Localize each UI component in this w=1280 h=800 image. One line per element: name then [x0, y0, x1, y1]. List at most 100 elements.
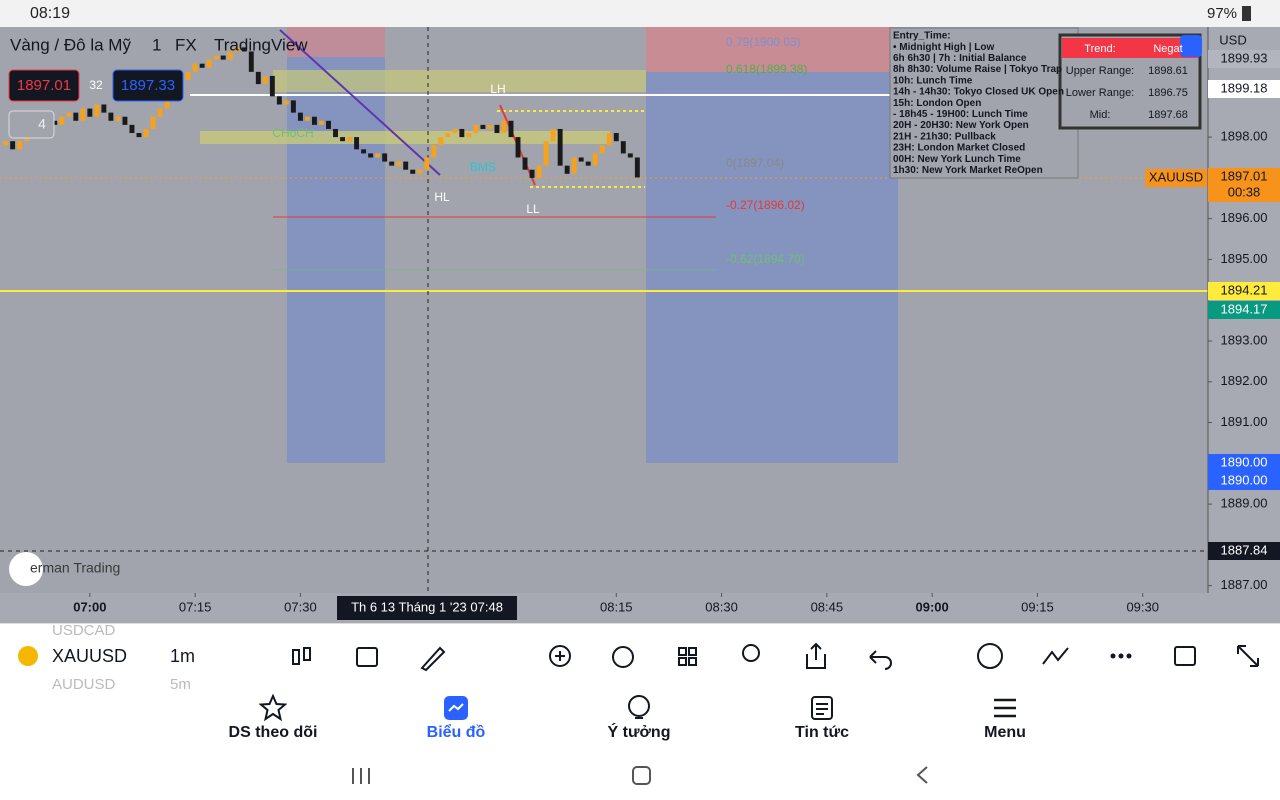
- annotation: LL: [526, 202, 540, 216]
- price-label: 1899.18: [1221, 80, 1268, 95]
- candle-body: [627, 153, 633, 158]
- y-tick-label: 1898.00: [1221, 129, 1268, 144]
- y-tick-label: 1892.00: [1221, 373, 1268, 388]
- session-info: 14h - 14h30: Tokyo Closed UK Open: [893, 87, 1064, 98]
- x-tick-label: 07:30: [284, 599, 317, 614]
- x-tick-label: 09:15: [1021, 599, 1054, 614]
- price-label: 1894.17: [1221, 301, 1268, 316]
- candle-body: [248, 51, 254, 72]
- candle-body: [634, 157, 640, 178]
- nav-icon: [994, 698, 1016, 718]
- price-label: 1894.21: [1221, 282, 1268, 297]
- candle-body: [312, 116, 317, 125]
- candle-body: [52, 120, 58, 125]
- candle-body: [606, 133, 612, 146]
- recent-apps[interactable]: [352, 768, 370, 784]
- price-label-box: [1208, 282, 1280, 300]
- price-label-box: [1208, 542, 1280, 560]
- chart-type-icon[interactable]: [292, 649, 300, 665]
- nav-label: Menu: [984, 724, 1026, 741]
- candle-body: [459, 128, 465, 138]
- session-info: 20H - 20H30: New York Open: [893, 120, 1029, 131]
- candle-body: [199, 63, 205, 68]
- nav-news[interactable]: Tin tức: [722, 688, 922, 760]
- price-label-box: [1208, 454, 1280, 472]
- candle-body: [59, 116, 65, 125]
- current-symbol[interactable]: XAUUSD 1m: [52, 646, 252, 667]
- candle-body: [297, 112, 303, 121]
- undo-icon[interactable]: [869, 650, 892, 670]
- add-icon[interactable]: [549, 645, 571, 667]
- back[interactable]: [916, 766, 928, 784]
- price-label: 1890.00: [1221, 472, 1268, 487]
- symbol-name: USDCAD: [52, 624, 116, 637]
- candle-body: [494, 124, 500, 134]
- candle-body: [571, 157, 577, 174]
- candle-body: [333, 128, 338, 138]
- trend-header: [1062, 38, 1198, 58]
- price-label-box: [1145, 169, 1207, 187]
- nav-menu[interactable]: Menu: [905, 688, 1105, 760]
- symbol-name: XAUUSD: [52, 646, 128, 666]
- nav-icon: [444, 696, 468, 720]
- share-icon[interactable]: [806, 642, 826, 669]
- symbol: Vàng / Đô la Mỹ: [10, 35, 131, 54]
- indicators-toggle[interactable]: [8, 110, 55, 139]
- sell-button[interactable]: [8, 69, 80, 102]
- home[interactable]: [632, 766, 651, 785]
- nav-ideas[interactable]: Ý tưởng: [539, 688, 739, 760]
- candle-body: [304, 116, 310, 121]
- price-label: 1890.00: [1221, 454, 1268, 469]
- trend-cell: Lower Range:: [1066, 87, 1135, 99]
- nav-label: Ý tưởng: [607, 724, 671, 741]
- candle-body: [227, 51, 233, 60]
- candle-body: [480, 124, 486, 129]
- crosshair-time: Th 6 13 Tháng 1 '23 07:48: [351, 599, 503, 614]
- spread: 32: [89, 78, 103, 92]
- candle-body: [150, 116, 156, 129]
- expand-icon[interactable]: [1237, 645, 1259, 667]
- alert-icon[interactable]: [612, 646, 634, 668]
- chart-screen: 08:19 97% Vàng / Đô la Mỹ 1 FX TradingVi…: [0, 0, 1280, 623]
- candle-body: [550, 128, 556, 142]
- battery-icon: [1242, 6, 1251, 21]
- session-info: Entry_Time:: [893, 31, 951, 42]
- candle-body: [283, 100, 289, 105]
- ideas-icon[interactable]: [742, 644, 760, 662]
- x-tick-label: 08:15: [600, 599, 633, 614]
- interval: 1: [152, 35, 161, 54]
- chart-type-icon[interactable]: [303, 647, 311, 661]
- layout-icon[interactable]: [1174, 646, 1196, 666]
- candle-body: [129, 124, 135, 134]
- session-box: [287, 27, 385, 463]
- fib-label: 0(1897.04): [726, 156, 784, 170]
- info-icon[interactable]: [977, 643, 1003, 669]
- x-tick-label: 08:30: [705, 599, 738, 614]
- buy-button[interactable]: [112, 69, 184, 102]
- y-tick-label: 1896.00: [1221, 210, 1268, 225]
- annotation: LH: [490, 82, 505, 96]
- candle-body: [17, 141, 23, 150]
- replay-icon[interactable]: [356, 647, 378, 667]
- draw-icon[interactable]: [420, 646, 446, 672]
- trend-cell: 1898.61: [1148, 65, 1188, 77]
- candle-body: [94, 104, 100, 117]
- time-axis: [0, 593, 1280, 623]
- trend-cell: Negat: [1153, 43, 1182, 55]
- trend-cell: 1897.68: [1148, 109, 1188, 121]
- candle-body: [564, 165, 570, 174]
- price-label-box: [1208, 184, 1280, 202]
- candle-body: [403, 161, 409, 170]
- trend-cell: 1896.75: [1148, 87, 1188, 99]
- nav-chart[interactable]: Biểu đồ: [356, 688, 556, 760]
- compare-icon[interactable]: [1042, 647, 1069, 665]
- nav-watchlist[interactable]: DS theo dõi: [173, 688, 373, 760]
- fullscreen-button[interactable]: [1180, 35, 1202, 57]
- candle-body: [290, 100, 296, 113]
- nav-label: Biểu đồ: [426, 724, 486, 741]
- candle-body: [445, 133, 451, 138]
- candle-body: [368, 153, 374, 158]
- candle-body: [592, 153, 598, 166]
- price-label: 00:38: [1228, 184, 1261, 199]
- candle-body: [143, 128, 149, 138]
